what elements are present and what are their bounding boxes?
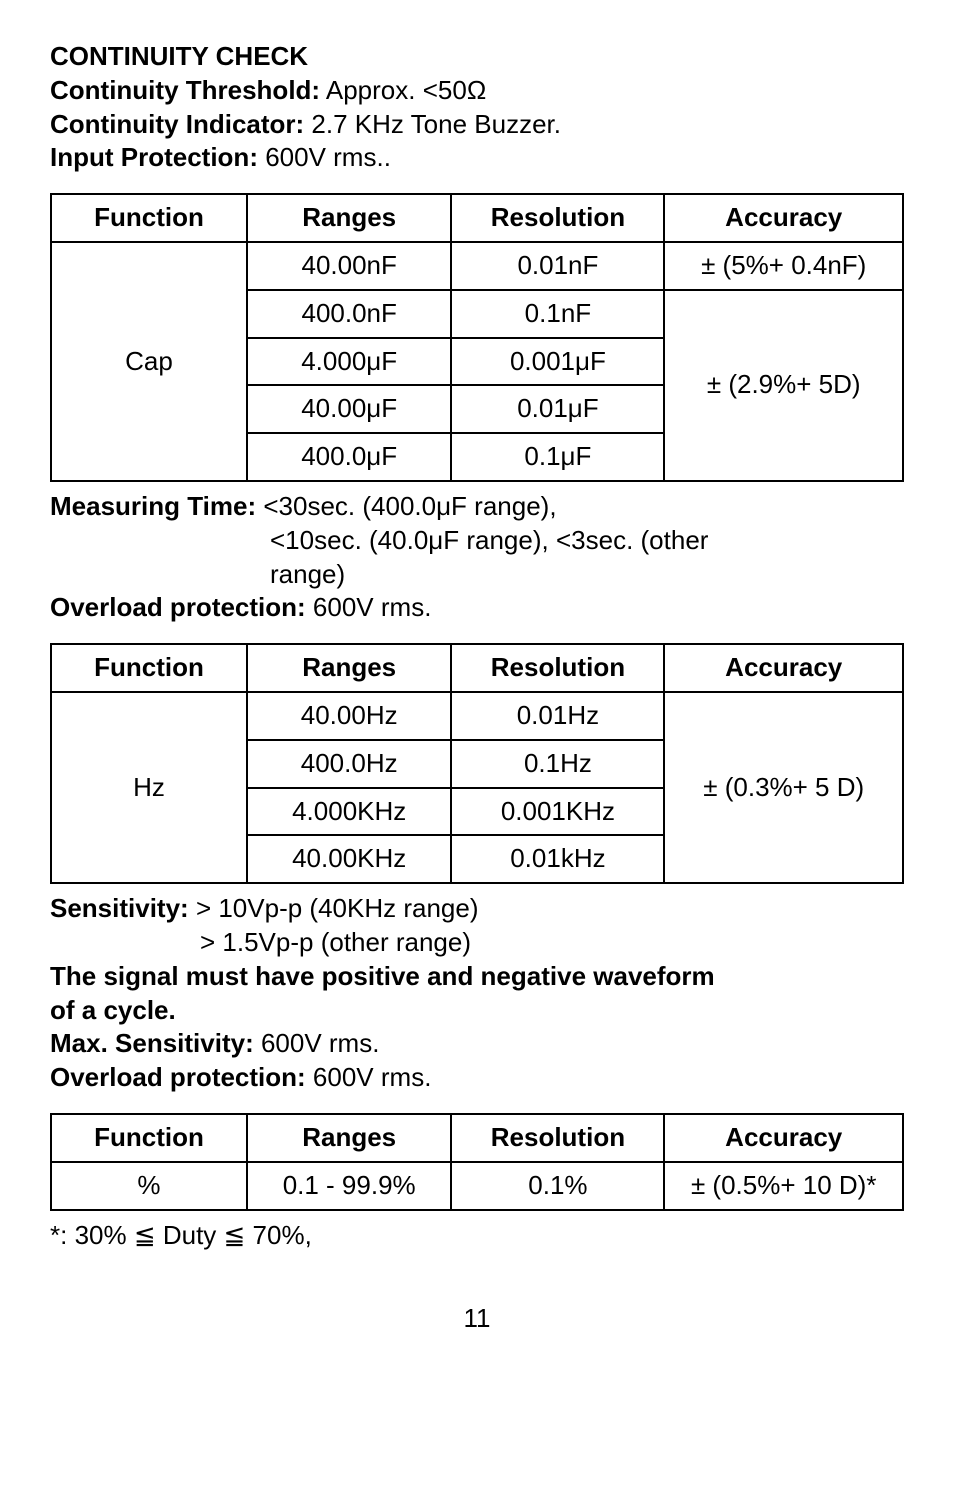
cap-res: 0.01nF xyxy=(451,242,664,290)
table-header-row: Function Ranges Resolution Accuracy xyxy=(51,1114,903,1162)
pct-acc: ± (0.5%+ 10 D)* xyxy=(664,1162,903,1210)
th-resolution: Resolution xyxy=(451,644,664,692)
indicator-line: Continuity Indicator: 2.7 KHz Tone Buzze… xyxy=(50,108,904,142)
sens-val1: > 10Vp-p (40KHz range) xyxy=(189,893,479,923)
cap-acc1: ± (5%+ 0.4nF) xyxy=(664,242,903,290)
input-label: Input Protection: xyxy=(50,142,258,172)
th-function: Function xyxy=(51,1114,247,1162)
sens-label: Sensitivity: xyxy=(50,893,189,923)
hz-notes: Sensitivity: > 10Vp-p (40KHz range) > 1.… xyxy=(50,892,904,1095)
cap-res: 0.1nF xyxy=(451,290,664,338)
th-resolution: Resolution xyxy=(451,194,664,242)
overload-line2: Overload protection: 600V rms. xyxy=(50,1061,904,1095)
cap-func: Cap xyxy=(51,242,247,481)
pct-func: % xyxy=(51,1162,247,1210)
ol-label: Overload protection: xyxy=(50,592,306,622)
th-accuracy: Accuracy xyxy=(664,644,903,692)
table-row: Hz 40.00Hz 0.01Hz ± (0.3%+ 5 D) xyxy=(51,692,903,740)
pct-table: Function Ranges Resolution Accuracy % 0.… xyxy=(50,1113,904,1211)
hz-range: 40.00KHz xyxy=(247,835,451,883)
mt-val1: <30sec. (400.0μF range), xyxy=(256,491,556,521)
threshold-label: Continuity Threshold: xyxy=(50,75,320,105)
signal-line2: of a cycle. xyxy=(50,994,904,1028)
cap-res: 0.001μF xyxy=(451,338,664,386)
threshold-value: Approx. <50Ω xyxy=(320,75,486,105)
input-value: 600V rms.. xyxy=(258,142,391,172)
max-sens-line: Max. Sensitivity: 600V rms. xyxy=(50,1027,904,1061)
mt-val2: <10sec. (40.0μF range), <3sec. (other xyxy=(50,524,904,558)
hz-acc: ± (0.3%+ 5 D) xyxy=(664,692,903,883)
cap-notes: Measuring Time: <30sec. (400.0μF range),… xyxy=(50,490,904,625)
th-function: Function xyxy=(51,194,247,242)
hz-range: 400.0Hz xyxy=(247,740,451,788)
pct-note: *: 30% ≦ Duty ≦ 70%, xyxy=(50,1219,904,1253)
cap-range: 40.00μF xyxy=(247,385,451,433)
table-row: % 0.1 - 99.9% 0.1% ± (0.5%+ 10 D)* xyxy=(51,1162,903,1210)
ol-val: 600V rms. xyxy=(306,592,432,622)
hz-res: 0.01Hz xyxy=(451,692,664,740)
ol-label2: Overload protection: xyxy=(50,1062,306,1092)
hz-func: Hz xyxy=(51,692,247,883)
th-function: Function xyxy=(51,644,247,692)
hz-table: Function Ranges Resolution Accuracy Hz 4… xyxy=(50,643,904,884)
measuring-time-line: Measuring Time: <30sec. (400.0μF range), xyxy=(50,490,904,524)
table-header-row: Function Ranges Resolution Accuracy xyxy=(51,644,903,692)
max-label: Max. Sensitivity: xyxy=(50,1028,254,1058)
continuity-section: CONTINUITY CHECK Continuity Threshold: A… xyxy=(50,40,904,175)
pct-res: 0.1% xyxy=(451,1162,664,1210)
ol-val2: 600V rms. xyxy=(306,1062,432,1092)
hz-res: 0.001KHz xyxy=(451,788,664,836)
cap-acc2: ± (2.9%+ 5D) xyxy=(664,290,903,481)
th-ranges: Ranges xyxy=(247,1114,451,1162)
cap-res: 0.01μF xyxy=(451,385,664,433)
hz-range: 4.000KHz xyxy=(247,788,451,836)
sensitivity-line: Sensitivity: > 10Vp-p (40KHz range) xyxy=(50,892,904,926)
cap-res: 0.1μF xyxy=(451,433,664,481)
table-header-row: Function Ranges Resolution Accuracy xyxy=(51,194,903,242)
mt-val3: range) xyxy=(50,558,904,592)
hz-res: 0.1Hz xyxy=(451,740,664,788)
th-resolution: Resolution xyxy=(451,1114,664,1162)
signal-line1: The signal must have positive and negati… xyxy=(50,960,904,994)
th-ranges: Ranges xyxy=(247,644,451,692)
table-row: Cap 40.00nF 0.01nF ± (5%+ 0.4nF) xyxy=(51,242,903,290)
input-line: Input Protection: 600V rms.. xyxy=(50,141,904,175)
cap-range: 4.000μF xyxy=(247,338,451,386)
th-accuracy: Accuracy xyxy=(664,194,903,242)
hz-range: 40.00Hz xyxy=(247,692,451,740)
th-accuracy: Accuracy xyxy=(664,1114,903,1162)
cap-range: 400.0nF xyxy=(247,290,451,338)
cap-range: 40.00nF xyxy=(247,242,451,290)
indicator-label: Continuity Indicator: xyxy=(50,109,304,139)
cap-range: 400.0μF xyxy=(247,433,451,481)
overload-line: Overload protection: 600V rms. xyxy=(50,591,904,625)
indicator-value: 2.7 KHz Tone Buzzer. xyxy=(304,109,561,139)
mt-label: Measuring Time: xyxy=(50,491,256,521)
max-val: 600V rms. xyxy=(254,1028,380,1058)
threshold-line: Continuity Threshold: Approx. <50Ω xyxy=(50,74,904,108)
sens-val2: > 1.5Vp-p (other range) xyxy=(50,926,904,960)
page-number: 11 xyxy=(50,1302,904,1336)
continuity-title: CONTINUITY CHECK xyxy=(50,40,904,74)
pct-range: 0.1 - 99.9% xyxy=(247,1162,451,1210)
hz-res: 0.01kHz xyxy=(451,835,664,883)
cap-table: Function Ranges Resolution Accuracy Cap … xyxy=(50,193,904,482)
th-ranges: Ranges xyxy=(247,194,451,242)
